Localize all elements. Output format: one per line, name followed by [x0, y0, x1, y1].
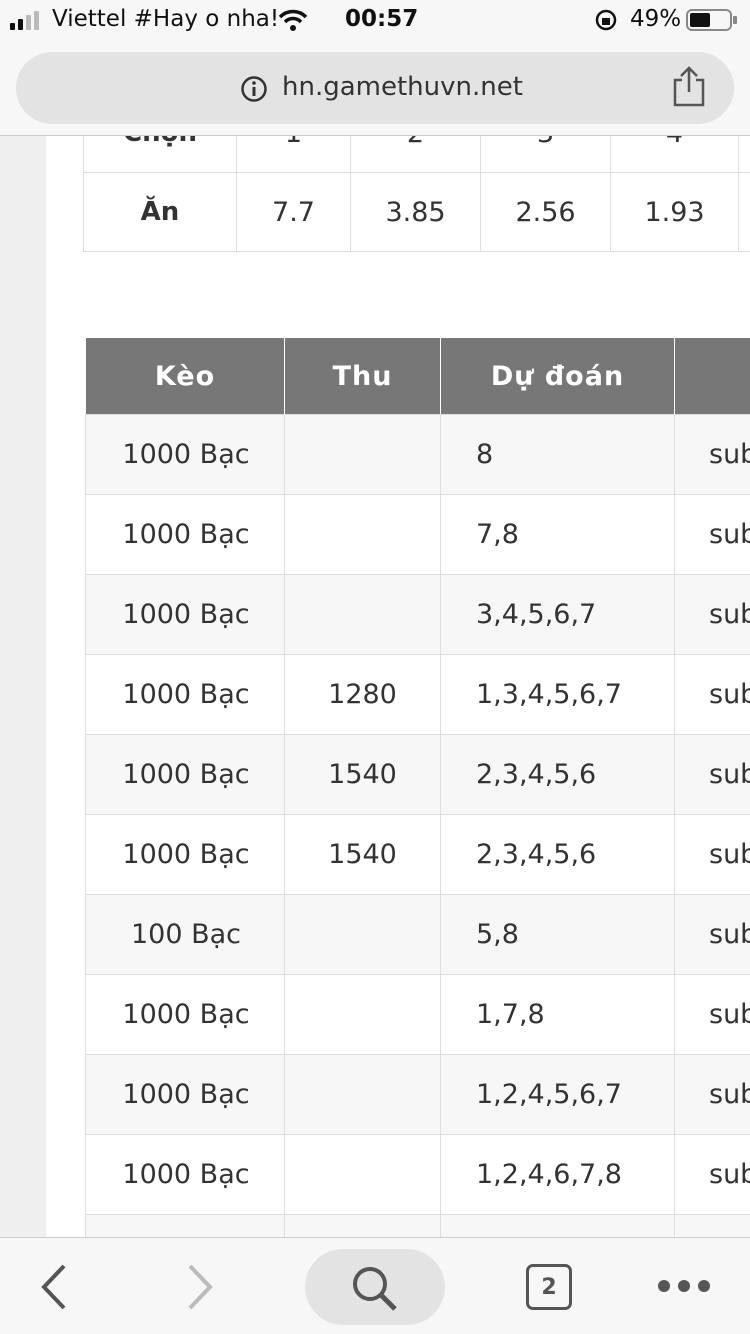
bet-extra: sub — [674, 734, 750, 815]
odds-cell: 7.7 — [236, 172, 351, 252]
bet-prediction: 1,7,8 — [440, 974, 675, 1055]
bet-extra: sub — [674, 1054, 750, 1135]
bet-return — [284, 974, 441, 1055]
back-button[interactable] — [36, 1262, 70, 1312]
info-icon — [241, 76, 267, 102]
bet-return — [284, 494, 441, 575]
browser-toolbar: 2 — [0, 1237, 750, 1334]
search-icon — [353, 1267, 397, 1311]
bet-amount: 1000 Bạc — [85, 654, 285, 735]
bet-extra: sub — [674, 654, 750, 735]
bet-return — [284, 1134, 441, 1215]
bet-prediction: 8 — [440, 414, 675, 495]
bet-return — [284, 414, 441, 495]
bet-extra: sub — [674, 574, 750, 655]
browser-header: Viettel #Hay o nha! 00:57 49% hn.gamethu… — [0, 0, 750, 136]
bet-prediction: 7,8 — [440, 494, 675, 575]
battery-percent: 49% — [630, 6, 682, 32]
page-margin — [0, 0, 46, 1334]
odds-cell: 1.93 — [610, 172, 739, 252]
table-header — [674, 337, 750, 415]
odds-cell — [738, 172, 750, 252]
table-header: Kèo — [85, 337, 285, 415]
bet-prediction: 2,3,4,5,6 — [440, 734, 675, 815]
bet-prediction: 2,3,4,5,6 — [440, 814, 675, 895]
forward-button[interactable] — [184, 1262, 218, 1312]
clock: 00:57 — [345, 6, 419, 32]
bet-amount: 1000 Bạc — [85, 734, 285, 815]
bet-extra: sub — [674, 414, 750, 495]
carrier: Viettel #Hay o nha! — [52, 6, 280, 32]
bet-return: 1540 — [284, 734, 441, 815]
bet-extra: sub — [674, 1134, 750, 1215]
address-bar[interactable]: hn.gamethuvn.net — [16, 52, 734, 124]
battery-icon — [686, 9, 737, 31]
signal-icon — [10, 11, 39, 30]
bet-prediction: 1,3,4,5,6,7 — [440, 654, 675, 735]
search-button[interactable] — [305, 1249, 445, 1325]
bet-prediction: 1,2,4,5,6,7 — [440, 1054, 675, 1135]
bet-amount: 1000 Bạc — [85, 974, 285, 1055]
bet-amount: 1000 Bạc — [85, 1134, 285, 1215]
bet-amount: 100 Bạc — [85, 894, 285, 975]
bet-extra: sub — [674, 494, 750, 575]
bet-prediction: 5,8 — [440, 894, 675, 975]
odds-cell: 2.56 — [480, 172, 611, 252]
bet-amount: 1000 Bạc — [85, 1054, 285, 1135]
more-button[interactable] — [654, 1276, 714, 1296]
bet-amount: 1000 Bạc — [85, 814, 285, 895]
bet-prediction: 3,4,5,6,7 — [440, 574, 675, 655]
url: hn.gamethuvn.net — [282, 72, 523, 102]
bet-return: 1280 — [284, 654, 441, 735]
bet-return — [284, 1054, 441, 1135]
wifi-icon — [278, 9, 308, 31]
share-button[interactable] — [672, 66, 706, 108]
rotation-lock-icon — [595, 9, 617, 31]
bet-amount: 1000 Bạc — [85, 494, 285, 575]
odds-label: Ăn — [83, 172, 237, 252]
bet-return — [284, 894, 441, 975]
bet-return: 1540 — [284, 814, 441, 895]
bet-amount: 1000 Bạc — [85, 574, 285, 655]
bet-extra: sub — [674, 894, 750, 975]
bet-extra: sub — [674, 974, 750, 1055]
bet-return — [284, 574, 441, 655]
table-header: Thu — [284, 337, 441, 415]
odds-cell: 3.85 — [350, 172, 481, 252]
table-header: Dự đoán — [440, 337, 675, 415]
bet-amount: 1000 Bạc — [85, 414, 285, 495]
bet-prediction: 1,2,4,6,7,8 — [440, 1134, 675, 1215]
tabs-button[interactable]: 2 — [526, 1264, 572, 1310]
bet-extra: sub — [674, 814, 750, 895]
